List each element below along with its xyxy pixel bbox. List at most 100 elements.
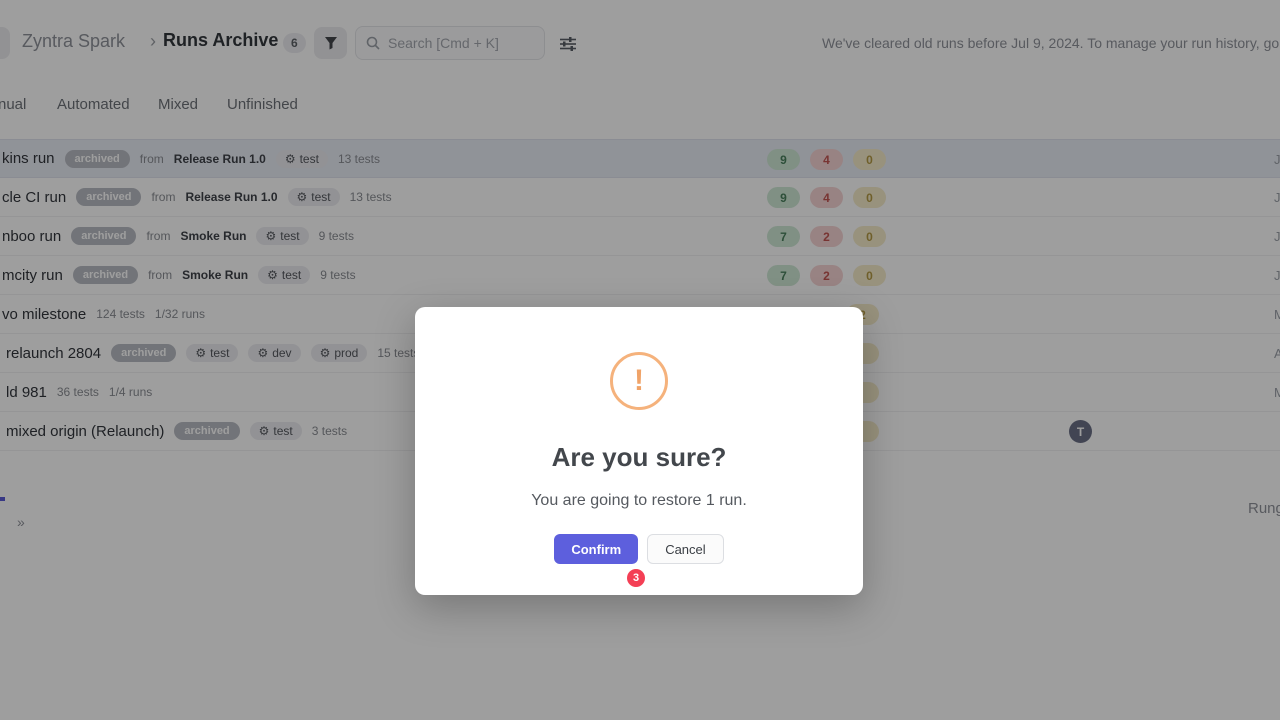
tests-count: 15 tests — [377, 346, 420, 360]
gear-icon: ⚙ — [284, 151, 296, 166]
archived-badge: archived — [76, 188, 142, 206]
config-badge: ⚙ test — [287, 188, 340, 206]
run-row[interactable]: nboo run archived from Smoke Run ⚙ test 9… — [0, 217, 1280, 256]
failed-badge: 4 — [810, 149, 843, 170]
breadcrumb-separator-icon: › — [150, 31, 156, 51]
from-label: from — [151, 190, 176, 204]
config-badge: ⚙ dev — [248, 344, 301, 362]
pagination-link-fragment[interactable] — [0, 497, 5, 501]
dialog-actions: Confirm Cancel — [554, 534, 724, 564]
from-label: from — [139, 151, 164, 166]
gear-icon: ⚙ — [267, 268, 278, 282]
run-name[interactable]: vo milestone — [2, 305, 87, 323]
config-badge: ⚙ test — [186, 344, 239, 362]
warning-icon: ! — [610, 352, 668, 410]
run-name[interactable]: mixed origin (Relaunch) — [6, 422, 165, 440]
run-name[interactable]: cle CI run — [2, 188, 67, 206]
archived-badge: archived — [64, 149, 130, 168]
run-origin: Release Run 1.0 — [173, 151, 266, 166]
tests-count: 9 tests — [320, 268, 356, 282]
gear-icon: ⚙ — [319, 346, 331, 360]
result-badges: 7 2 0 — [767, 265, 886, 286]
search-box[interactable] — [355, 26, 545, 60]
tab-mixed[interactable]: Mixed — [158, 96, 199, 113]
runs-count: 1/32 runs — [154, 307, 205, 321]
dialog-message: You are going to restore 1 run. — [531, 492, 747, 509]
sidebar-toggle-button[interactable] — [0, 27, 10, 59]
run-type-tabs: nual Automated Mixed Unfinished — [0, 96, 1280, 120]
cancel-button[interactable]: Cancel — [647, 534, 724, 564]
run-row[interactable]: relaunch 2804 archived ⚙ test ⚙ dev ⚙ prod … — [0, 334, 1280, 373]
tab-unfinished[interactable]: Unfinished — [227, 96, 298, 113]
archived-badge: archived — [174, 422, 240, 440]
run-name[interactable]: mcity run — [2, 266, 63, 284]
click-step-badge: 3 — [627, 569, 645, 587]
run-date: Jul — [1274, 190, 1280, 205]
cleanup-banner-text: We've cleared old runs before Jul 9, 202… — [822, 35, 1280, 51]
run-row[interactable]: mcity run archived from Smoke Run ⚙ test … — [0, 256, 1280, 295]
runs-count-badge: 6 — [283, 33, 306, 53]
archived-badge: archived — [71, 227, 137, 245]
right-edge-text: Rung — [1248, 500, 1280, 517]
run-date: Jul — [1274, 268, 1280, 283]
result-badges: 9 4 0 — [767, 187, 886, 208]
config-badge: ⚙ test — [256, 227, 309, 245]
gear-icon: ⚙ — [296, 190, 308, 204]
from-label: from — [148, 268, 173, 282]
passed-badge: 7 — [767, 226, 800, 247]
passed-badge: 7 — [767, 265, 800, 286]
confirm-button[interactable]: Confirm — [554, 534, 639, 564]
run-name[interactable]: nboo run — [2, 227, 62, 245]
page-title: Runs Archive — [163, 30, 279, 50]
run-date: A — [1274, 346, 1280, 361]
run-row[interactable]: kins run archived from Release Run 1.0 ⚙… — [0, 139, 1280, 178]
search-icon — [366, 36, 380, 50]
tests-count: 3 tests — [311, 424, 348, 438]
run-row[interactable]: cle CI run archived from Release Run 1.0… — [0, 178, 1280, 217]
gear-icon: ⚙ — [195, 346, 207, 360]
passed-badge: 9 — [767, 149, 800, 170]
config-badge: ⚙ test — [275, 149, 328, 168]
skipped-badge: 0 — [853, 265, 886, 286]
filter-button[interactable] — [314, 27, 347, 59]
confirm-restore-dialog: ! Are you sure? You are going to restore… — [415, 307, 863, 595]
tests-count: 9 tests — [318, 229, 354, 243]
gear-icon: ⚙ — [258, 424, 270, 438]
passed-badge: 9 — [767, 187, 800, 208]
tests-count: 13 tests — [337, 151, 380, 166]
view-settings-button[interactable] — [556, 32, 580, 56]
run-date: M — [1274, 307, 1280, 322]
tests-count: 13 tests — [349, 190, 392, 204]
result-badges: 7 2 0 — [767, 226, 886, 247]
archived-badge: archived — [111, 344, 177, 362]
run-origin: Release Run 1.0 — [185, 190, 278, 204]
cleanup-banner: We've cleared old runs before Jul 9, 202… — [822, 35, 1280, 51]
run-name[interactable]: kins run — [2, 150, 55, 167]
run-name[interactable]: ld 981 — [6, 383, 47, 401]
runs-count: 1/4 runs — [108, 385, 153, 399]
breadcrumb-project[interactable]: Zyntra Spark — [22, 31, 126, 51]
dialog-title: Are you sure? — [551, 442, 727, 472]
pagination-next-icon[interactable]: » — [17, 514, 25, 530]
gear-icon: ⚙ — [265, 229, 277, 243]
run-date: M — [1274, 385, 1280, 400]
failed-badge: 2 — [810, 226, 843, 247]
run-name[interactable]: relaunch 2804 — [6, 344, 102, 362]
sliders-icon — [560, 37, 576, 51]
filter-icon — [324, 37, 337, 50]
assignee-avatar[interactable]: T — [1069, 420, 1092, 443]
skipped-badge: 0 — [853, 226, 886, 247]
tests-count: 36 tests — [56, 385, 99, 399]
from-label: from — [146, 229, 171, 243]
archived-badge: archived — [72, 266, 139, 284]
result-badges: 9 4 0 — [767, 149, 886, 170]
tab-manual[interactable]: nual — [0, 96, 27, 113]
config-badge: ⚙ test — [249, 422, 302, 440]
search-input[interactable] — [388, 35, 528, 51]
tab-automated[interactable]: Automated — [57, 96, 130, 113]
run-origin: Smoke Run — [182, 268, 249, 282]
run-date: Jul — [1274, 152, 1280, 167]
failed-badge: 4 — [810, 187, 843, 208]
config-badge: ⚙ prod — [310, 344, 368, 362]
